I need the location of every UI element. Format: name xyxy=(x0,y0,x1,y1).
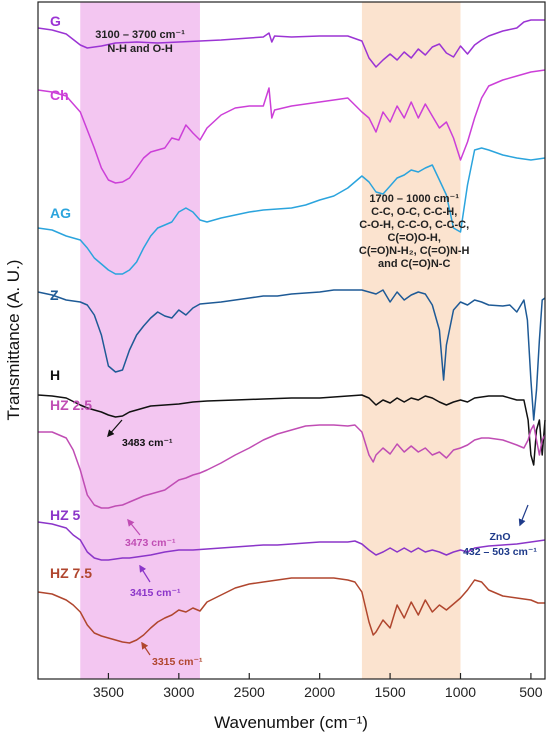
series-label-ag: AG xyxy=(50,205,71,221)
peak-annotations: 3100 – 3700 cm⁻¹ N-H and O-H 1700 – 1000 c… xyxy=(95,29,537,668)
band-2-label-line: 1700 – 1000 cm⁻¹ xyxy=(369,193,459,205)
series-line-ag xyxy=(37,147,546,275)
peak-arrow xyxy=(139,564,151,583)
series-label-h: H xyxy=(50,367,60,383)
peak-label: 3483 cm⁻¹ xyxy=(122,437,173,449)
x-tick-label: 2500 xyxy=(234,684,265,700)
series-label-hz-5: HZ 5 xyxy=(50,507,81,523)
plot-frame xyxy=(37,1,546,680)
peak-label: 3315 cm⁻¹ xyxy=(152,656,203,668)
series-label-hz-2-5: HZ 2.5 xyxy=(50,397,92,413)
band-2-label-line: C-O-H, C-C-O, C-C-C, xyxy=(359,219,469,231)
x-tick-label: 2000 xyxy=(304,684,335,700)
band-2 xyxy=(361,2,461,679)
highlight-bands xyxy=(80,2,461,679)
series-labels: G Ch AG Z H HZ 2.5 HZ 5 HZ 7.5 xyxy=(50,13,92,581)
peak-arrow xyxy=(141,641,151,656)
x-axis-title: Wavenumber (cm⁻¹) xyxy=(214,713,368,732)
series-line-g xyxy=(37,19,545,68)
peak-label: 3473 cm⁻¹ xyxy=(125,537,176,549)
peak-arrow xyxy=(107,419,123,438)
peak-arrow xyxy=(518,504,529,527)
series-line-h xyxy=(37,394,546,466)
x-axis-ticks: 3500 3000 2500 2000 1500 1000 500 xyxy=(93,673,543,700)
peak-label: 3415 cm⁻¹ xyxy=(130,587,181,599)
series-line-hz-5 xyxy=(37,521,546,561)
band-2-label-line: C(=O)N-H₂, C(=O)N-H xyxy=(359,245,470,257)
series-label-z: Z xyxy=(50,287,59,303)
band-2-label-line: C(=O)O-H, xyxy=(387,232,440,244)
peak-label: ZnO xyxy=(490,531,511,543)
band-1-label-line: 3100 – 3700 cm⁻¹ xyxy=(95,29,185,41)
series-label-g: G xyxy=(50,13,61,29)
band-2-label-line: C-C, O-C, C-C-H, xyxy=(371,206,457,218)
series-label-hz-7-5: HZ 7.5 xyxy=(50,565,92,581)
series-line-z xyxy=(37,289,546,421)
x-tick-label: 3000 xyxy=(163,684,194,700)
peak-label: 432 – 503 cm⁻¹ xyxy=(463,546,537,558)
band-2-label-line: and C(=O)N-C xyxy=(378,258,450,270)
peak-arrow xyxy=(127,518,141,536)
spectra-series xyxy=(37,19,546,644)
x-tick-label: 1500 xyxy=(375,684,406,700)
band-1-label-line: N-H and O-H xyxy=(107,43,172,55)
series-line-hz-2-5 xyxy=(38,424,546,509)
series-label-ch: Ch xyxy=(50,87,69,103)
y-axis-title: Transmittance (A. U.) xyxy=(4,260,23,421)
x-tick-label: 500 xyxy=(519,684,543,700)
x-tick-label: 1000 xyxy=(445,684,476,700)
series-line-ch xyxy=(37,69,546,184)
series-line-hz-7-5 xyxy=(37,577,545,644)
band-1 xyxy=(80,2,200,679)
x-tick-label: 3500 xyxy=(93,684,124,700)
